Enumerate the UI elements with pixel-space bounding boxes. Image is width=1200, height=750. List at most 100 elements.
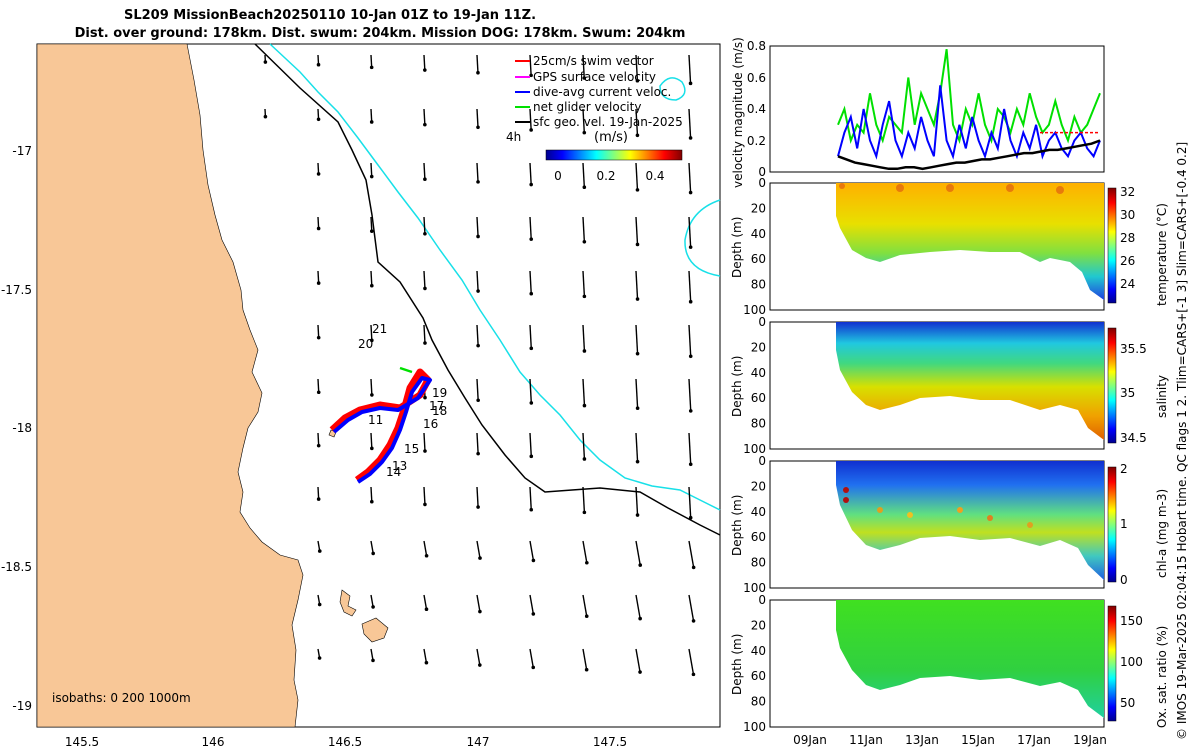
salinity-cbar-ticks: 34.5 35 35.5	[1120, 342, 1147, 445]
island	[339, 589, 357, 617]
vector-arrow	[688, 648, 695, 675]
vector-arrow	[476, 108, 479, 128]
vector-arrowhead	[688, 409, 693, 413]
vector-arrow	[476, 486, 479, 508]
vector-arrow	[635, 108, 639, 136]
day-label: 17	[429, 399, 444, 413]
vector-arrowhead	[582, 457, 587, 461]
vector-arrow	[370, 540, 374, 554]
vector-arrowhead	[529, 507, 534, 512]
cbar-tick: 28	[1120, 231, 1135, 245]
vector-arrow	[423, 54, 426, 71]
vector-arrow	[582, 324, 586, 352]
velocity-series	[837, 49, 1101, 171]
vector-arrowhead	[476, 180, 480, 184]
vector-arrow	[688, 540, 695, 568]
day-label: 21	[372, 322, 387, 336]
day-label: 18	[432, 404, 447, 418]
velocity-colorbar	[545, 149, 683, 161]
vector-arrowhead	[582, 185, 587, 190]
vector-arrowhead	[582, 403, 587, 408]
vector-arrowhead	[476, 451, 480, 456]
vector-arrowhead	[371, 658, 375, 663]
salinity-cbar-label: salinity	[1155, 375, 1169, 418]
day-label: 20	[358, 337, 373, 351]
vector-arrowhead	[531, 612, 536, 616]
vector-arrowhead	[316, 172, 321, 176]
isobath-1000m-eddy	[659, 77, 686, 101]
vector-arrowhead	[263, 60, 268, 64]
depth-axes: 0 20 40 60 80 100 Depth (m) 0 20 40 60 80 100 Depth (…	[730, 176, 766, 734]
vector-arrow	[423, 162, 426, 180]
vector-arrowhead	[584, 667, 589, 672]
vector-arrow	[476, 540, 481, 559]
vector-arrowhead	[476, 398, 480, 403]
vector-arrowhead	[688, 81, 693, 86]
vector-arrow	[582, 540, 588, 563]
vector-arrowhead	[688, 299, 693, 304]
vector-arrowhead	[369, 229, 374, 233]
vector-arrowhead	[478, 609, 482, 614]
vector-arrow	[688, 162, 692, 193]
vector-arrowhead	[478, 556, 482, 560]
vector-arrow	[688, 270, 692, 302]
vector-arrow	[635, 486, 639, 516]
depth-tick-label: 80	[751, 695, 766, 709]
time-tick-label: 13Jan	[905, 733, 939, 747]
salinity-panel: 34.5 35 35.5 salinity	[769, 321, 1169, 450]
chla-panel: 0 1 2 chl-a (mg m-3)	[769, 460, 1169, 589]
net-glider-velocity-mark	[399, 366, 413, 374]
vector-arrow	[635, 378, 639, 409]
vector-arrow	[529, 54, 532, 76]
vector-arrowhead	[688, 136, 693, 140]
vector-arrow	[529, 108, 532, 130]
vector-arrowhead	[263, 114, 268, 119]
vector-arrowhead	[635, 297, 640, 301]
vector-arrow	[529, 594, 535, 615]
day-labels: 21 20 19 17 18 16 11 15 13 14	[358, 322, 447, 479]
colorbar-tick: 0.4	[645, 169, 664, 183]
vector-arrowhead	[317, 656, 322, 660]
vector-arrow	[688, 54, 692, 84]
depth-axis-label: Depth (m)	[730, 356, 744, 417]
vector-arrowhead	[370, 393, 374, 397]
vector-arrow	[476, 270, 479, 292]
vector-arrow	[529, 270, 532, 294]
vector-arrowhead	[423, 68, 427, 72]
vector-arrowhead	[529, 454, 534, 459]
salinity-field	[836, 322, 1104, 440]
vector-arrow	[317, 378, 320, 393]
data-dot	[1056, 186, 1064, 194]
chla-field	[836, 461, 1104, 580]
vector-arrow	[688, 108, 692, 138]
vector-arrowhead	[423, 341, 427, 345]
vector-arrowhead	[316, 335, 321, 340]
vector-arrowhead	[582, 294, 587, 299]
x-tick-label: 146.5	[328, 735, 362, 749]
vector-arrowhead	[316, 443, 321, 448]
vector-arrowhead	[369, 174, 374, 179]
y-tick-label: -18.5	[1, 560, 32, 574]
data-dot	[843, 497, 849, 503]
vector-arrowhead	[316, 390, 321, 395]
vector-arrowhead	[638, 616, 642, 621]
vector-arrowhead	[688, 462, 693, 467]
time-x-axis: 09Jan 11Jan 13Jan 15Jan 17Jan 19Jan	[793, 733, 1107, 747]
vector-arrow	[635, 324, 639, 354]
depth-axis-label: Depth (m)	[730, 634, 744, 695]
y-tick-label: 0.8	[747, 39, 766, 53]
vector-arrow	[370, 324, 373, 341]
vector-arrow	[423, 648, 428, 663]
cbar-tick: 0	[1120, 573, 1128, 587]
day-label: 16	[423, 417, 438, 431]
time-tick-label: 17Jan	[1017, 733, 1051, 747]
vector-arrow	[370, 108, 373, 123]
colorbar-title: (m/s)	[594, 130, 628, 145]
vector-arrowhead	[529, 128, 533, 132]
vector-arrow	[476, 54, 479, 73]
vector-arrowhead	[582, 76, 587, 80]
depth-tick-label: 100	[743, 303, 766, 317]
vector-arrow	[476, 378, 479, 401]
vector-arrow	[370, 54, 373, 68]
depth-tick-label: 100	[743, 581, 766, 595]
